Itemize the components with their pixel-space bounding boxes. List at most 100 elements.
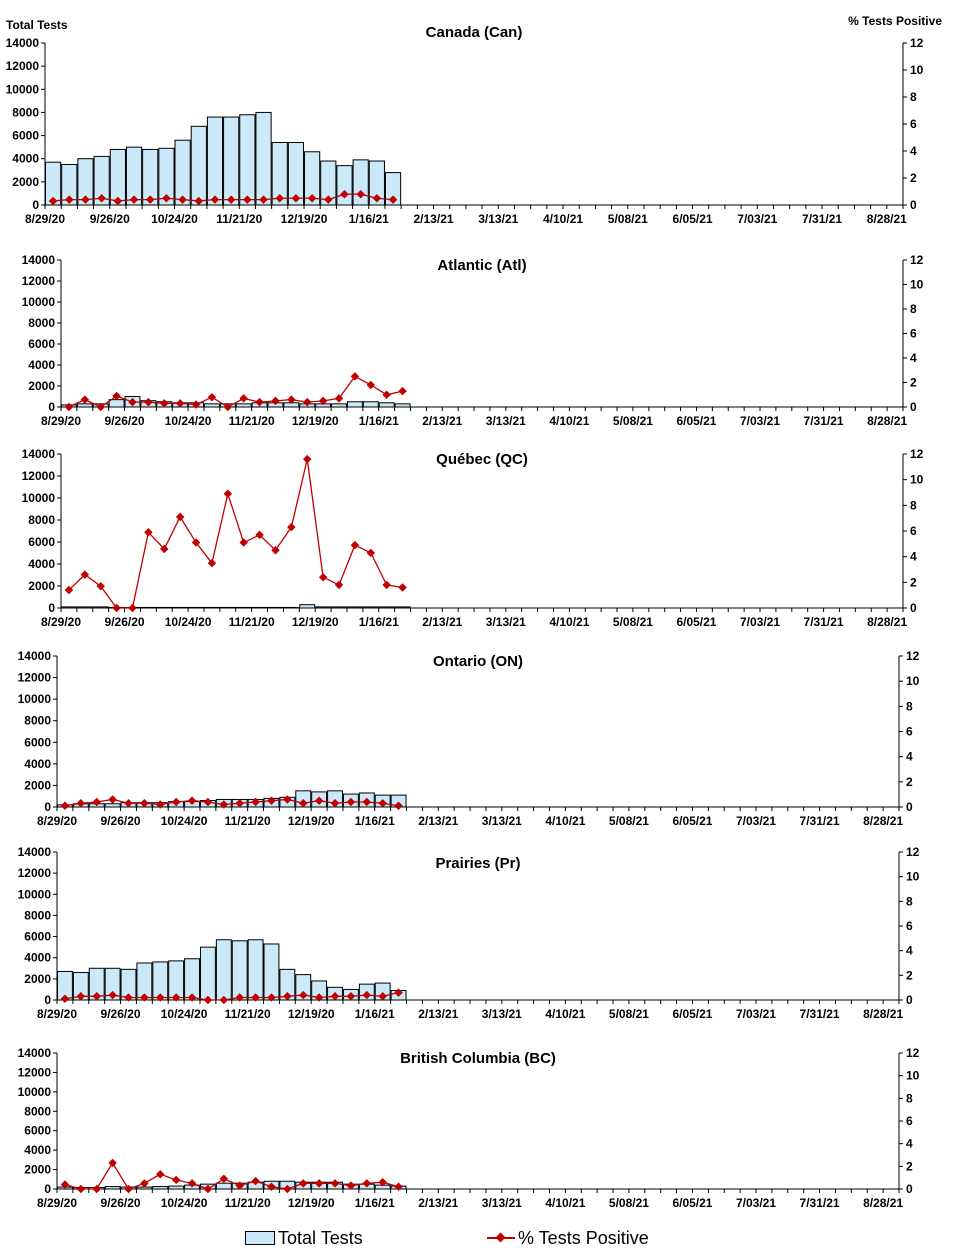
x-tick-label: 4/10/21: [549, 414, 589, 428]
right-tick-label: 8: [910, 90, 917, 104]
right-tick-label: 0: [910, 400, 917, 414]
chart-panel-3: Québec (QC) 0 2000 4000 6000 8000 10000 12000 14…: [22, 447, 924, 629]
pct-positive-point: [162, 194, 171, 203]
right-tick-label: 6: [906, 725, 913, 739]
right-tick-label: 8: [906, 894, 913, 908]
pct-positive-point: [346, 1181, 356, 1190]
bar: [190, 125, 207, 206]
chart-title: Prairies (Pr): [435, 855, 520, 872]
right-tick-label: 8: [910, 302, 917, 316]
bar: [125, 146, 143, 206]
pct-positive-point: [259, 195, 268, 204]
pct-positive-point: [330, 1179, 340, 1188]
left-tick-label: 8000: [12, 105, 39, 119]
pct-positive-point: [398, 583, 407, 592]
right-tick-label: 2: [906, 968, 913, 982]
pct-positive-point: [398, 386, 407, 396]
pct-positive-point: [243, 195, 252, 204]
x-tick-label: 12/19/20: [288, 1007, 335, 1021]
left-tick-label: 6000: [12, 129, 39, 143]
x-tick-label: 10/24/20: [161, 1196, 208, 1210]
x-tick-label: 2/13/21: [414, 212, 454, 226]
bar: [271, 142, 288, 206]
bar: [331, 606, 347, 609]
x-tick-label: 8/29/20: [25, 212, 65, 226]
chart-title: British Columbia (BC): [400, 1050, 556, 1067]
bar: [362, 606, 379, 609]
x-tick-label: 2/13/21: [422, 414, 462, 428]
x-tick-label: 7/31/21: [800, 814, 840, 828]
pct-positive-point: [191, 400, 201, 409]
pct-positive-point: [287, 522, 296, 532]
x-tick-label: 9/26/20: [101, 1007, 141, 1021]
pct-positive-point: [97, 194, 106, 203]
legend-label-total-tests: Total Tests: [278, 1227, 363, 1248]
left-tick-label: 0: [44, 993, 51, 1007]
left-tick-label: 0: [44, 1182, 51, 1196]
x-tick-label: 8/29/20: [37, 1007, 77, 1021]
right-tick-label: 0: [906, 993, 913, 1007]
bar: [247, 939, 264, 1001]
right-tick-label: 2: [906, 775, 913, 789]
bar: [61, 164, 78, 206]
bar: [61, 606, 77, 609]
left-tick-label: 4000: [28, 358, 55, 372]
bar: [394, 403, 411, 408]
pct-positive-point: [113, 196, 123, 206]
x-tick-label: 8/29/20: [41, 414, 81, 428]
bar: [255, 111, 272, 206]
x-tick-label: 7/31/21: [804, 414, 844, 428]
pct-positive-point: [223, 402, 233, 412]
bar: [320, 160, 337, 206]
bar: [156, 606, 173, 609]
x-tick-label: 1/16/21: [359, 414, 399, 428]
left-tick-label: 14000: [18, 649, 52, 663]
x-tick-label: 12/19/20: [288, 1196, 335, 1210]
right-tick-label: 10: [910, 63, 924, 77]
x-tick-label: 7/31/21: [800, 1007, 840, 1021]
bar: [104, 1186, 121, 1190]
x-tick-label: 7/31/21: [804, 615, 844, 629]
pct-positive-point: [334, 394, 344, 403]
right-tick-label: 4: [910, 144, 917, 158]
legend-line-swatch: [487, 1232, 515, 1244]
x-tick-label: 5/08/21: [613, 615, 653, 629]
pct-positive-point: [299, 798, 308, 808]
x-tick-label: 3/13/21: [482, 814, 522, 828]
pct-positive-point: [394, 801, 403, 810]
left-tick-label: 6000: [28, 535, 55, 549]
bar: [93, 155, 110, 206]
pct-positive-point: [330, 992, 340, 1001]
pct-positive-line: [53, 193, 394, 202]
pct-positive-point: [382, 390, 391, 399]
right-tick-label: 6: [910, 117, 917, 131]
pct-positive-point: [178, 195, 187, 204]
x-tick-label: 6/05/21: [672, 1007, 712, 1021]
pct-positive-point: [314, 1179, 324, 1188]
pct-positive-point: [350, 540, 360, 550]
x-tick-label: 3/13/21: [486, 414, 526, 428]
pct-positive-point: [108, 795, 117, 804]
x-tick-label: 1/16/21: [355, 814, 395, 828]
x-tick-label: 1/16/21: [355, 1007, 395, 1021]
chart-panel-6: British Columbia (BC) 0 2000 4000 6000 8000 10…: [18, 1046, 920, 1210]
pct-positive-point: [64, 402, 74, 412]
pct-positive-point: [144, 397, 153, 407]
x-tick-label: 5/08/21: [609, 1196, 649, 1210]
pct-positive-point: [219, 1174, 229, 1184]
pct-positive-point: [124, 1184, 133, 1194]
pct-positive-point: [92, 1184, 101, 1194]
pct-positive-point: [314, 796, 324, 805]
bar: [346, 606, 363, 609]
x-tick-label: 6/05/21: [672, 1196, 712, 1210]
left-tick-label: 12000: [22, 274, 56, 288]
x-tick-label: 12/19/20: [292, 615, 339, 629]
pct-positive-point: [210, 195, 220, 204]
bar: [188, 606, 204, 609]
left-tick-label: 14000: [6, 36, 40, 50]
pct-positive-point: [271, 396, 280, 406]
bar: [251, 606, 268, 609]
left-tick-label: 10000: [22, 491, 56, 505]
x-tick-label: 5/08/21: [609, 1007, 649, 1021]
pct-positive-point: [175, 399, 185, 408]
